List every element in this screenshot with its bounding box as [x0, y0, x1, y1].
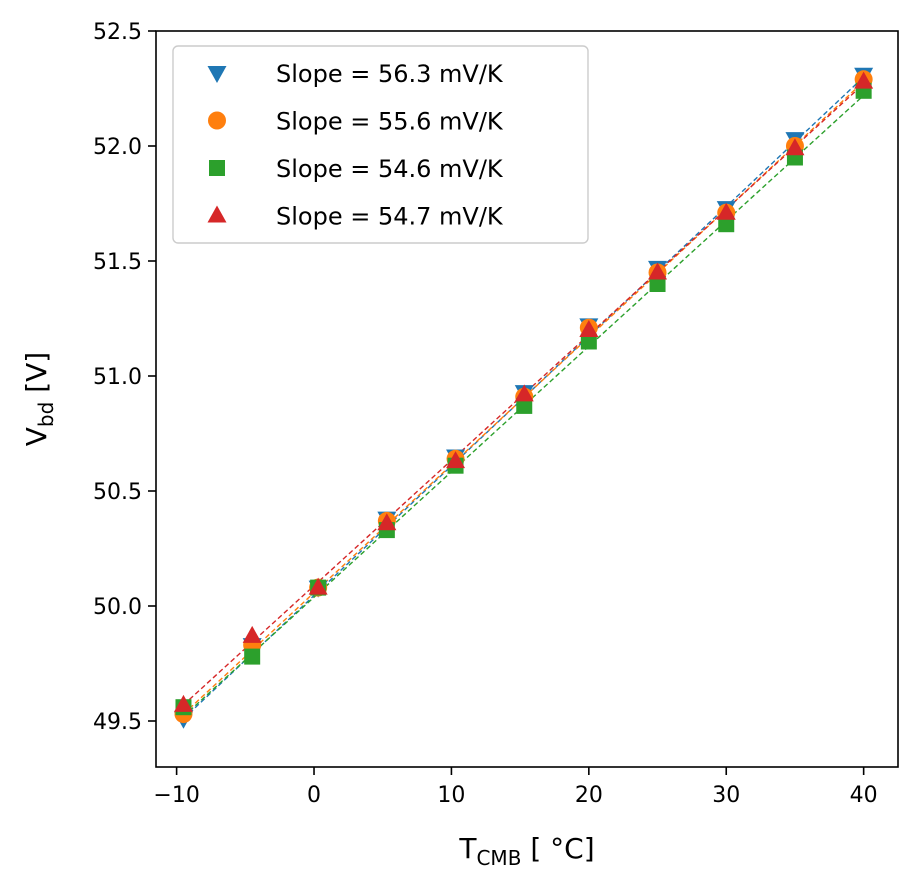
legend-label: Slope = 56.3 mV/K — [276, 60, 504, 88]
legend-label: Slope = 54.6 mV/K — [276, 155, 504, 183]
legend-box — [172, 45, 589, 244]
x-tick-label: 40 — [850, 783, 878, 808]
legend-label: Slope = 55.6 mV/K — [276, 108, 504, 136]
series-4 — [173, 71, 874, 712]
legend-marker — [207, 205, 227, 223]
y-axis-label-sub: bd — [34, 402, 58, 427]
x-axis-label-sub: CMB — [476, 846, 521, 870]
y-axis-label-unit: [V] — [20, 352, 53, 402]
x-axis-label-main: T — [458, 832, 477, 865]
data-point — [649, 276, 666, 292]
data-point — [854, 71, 874, 89]
y-tick-label: 52.0 — [93, 135, 142, 160]
legend-entry: Slope = 56.3 mV/K — [207, 60, 504, 88]
data-point — [242, 625, 262, 643]
y-tick-label: 52.5 — [93, 20, 142, 45]
x-tick-label: −10 — [153, 783, 199, 808]
legend-entry: Slope = 55.6 mV/K — [208, 108, 504, 136]
legend-marker — [208, 111, 226, 130]
data-point — [648, 262, 668, 280]
data-point — [244, 648, 261, 665]
data-point — [446, 451, 466, 469]
x-axis-ticks: −10 0 10 20 30 40 — [153, 767, 878, 808]
y-tick-label: 51.5 — [93, 250, 142, 275]
legend: Slope = 56.3 mV/K Slope = 55.6 mV/K Slope … — [172, 45, 589, 244]
data-point — [785, 138, 805, 156]
y-tick-label: 50.5 — [93, 480, 142, 505]
y-tick-label: 51.0 — [93, 365, 142, 390]
x-tick-label: 20 — [575, 783, 603, 808]
y-tick-label: 50.0 — [93, 595, 142, 620]
data-point — [377, 513, 397, 531]
legend-entry: Slope = 54.6 mV/K — [209, 155, 504, 183]
data-point — [308, 577, 328, 595]
data-point — [516, 397, 533, 414]
data-points — [173, 67, 874, 729]
x-tick-label: 10 — [437, 783, 465, 808]
x-tick-label: 30 — [712, 783, 740, 808]
x-axis-label-unit: [ °C] — [521, 832, 594, 865]
x-tick-label: 0 — [307, 783, 321, 808]
y-axis-ticks: 49.5 50.0 50.5 51.0 51.5 52.0 52.5 — [93, 20, 156, 735]
data-point — [173, 694, 193, 712]
data-point — [514, 384, 534, 402]
plot-frame — [155, 30, 899, 768]
data-point — [579, 320, 599, 337]
x-axis-label: TCMB [ °C] — [458, 832, 594, 870]
legend-marker — [207, 66, 227, 83]
y-tick-label: 49.5 — [93, 710, 142, 735]
data-point — [580, 333, 597, 350]
y-axis-label: Vbd [V] — [20, 352, 58, 446]
legend-entry: Slope = 54.7 mV/K — [207, 203, 504, 231]
data-point — [716, 202, 736, 220]
data-point — [718, 216, 735, 233]
y-axis-label-main: V — [20, 427, 53, 446]
legend-label: Slope = 54.7 mV/K — [276, 203, 504, 231]
legend-marker — [209, 160, 225, 176]
